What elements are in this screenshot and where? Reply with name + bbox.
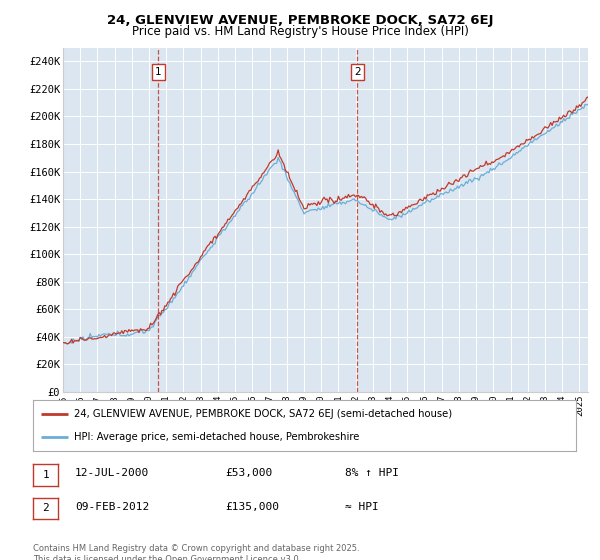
Text: 24, GLENVIEW AVENUE, PEMBROKE DOCK, SA72 6EJ (semi-detached house): 24, GLENVIEW AVENUE, PEMBROKE DOCK, SA72…	[74, 409, 452, 419]
Text: Price paid vs. HM Land Registry's House Price Index (HPI): Price paid vs. HM Land Registry's House …	[131, 25, 469, 38]
Text: ≈ HPI: ≈ HPI	[345, 502, 379, 512]
Text: 2: 2	[42, 503, 49, 514]
Text: 2: 2	[354, 67, 361, 77]
Text: £53,000: £53,000	[225, 468, 272, 478]
Text: 24, GLENVIEW AVENUE, PEMBROKE DOCK, SA72 6EJ: 24, GLENVIEW AVENUE, PEMBROKE DOCK, SA72…	[107, 14, 493, 27]
Text: 8% ↑ HPI: 8% ↑ HPI	[345, 468, 399, 478]
Text: £135,000: £135,000	[225, 502, 279, 512]
Text: Contains HM Land Registry data © Crown copyright and database right 2025.
This d: Contains HM Land Registry data © Crown c…	[33, 544, 359, 560]
Text: 12-JUL-2000: 12-JUL-2000	[75, 468, 149, 478]
Text: 09-FEB-2012: 09-FEB-2012	[75, 502, 149, 512]
Text: 1: 1	[155, 67, 162, 77]
Text: HPI: Average price, semi-detached house, Pembrokeshire: HPI: Average price, semi-detached house,…	[74, 432, 359, 442]
Text: 1: 1	[42, 470, 49, 480]
